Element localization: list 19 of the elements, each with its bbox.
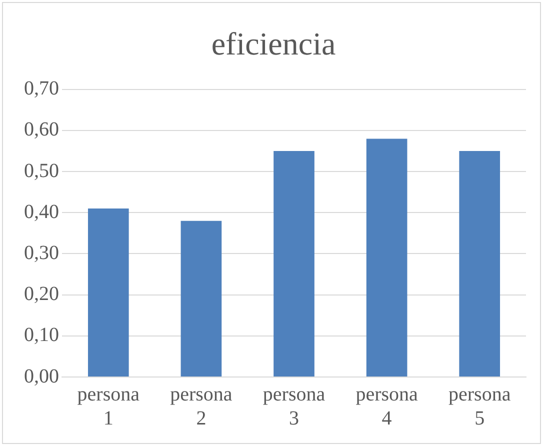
x-tick-label: persona 1 [77,383,140,430]
bar [459,151,500,376]
y-tick-label: 0,40 [24,200,59,223]
y-tick-label: 0,70 [24,78,59,100]
bar [88,208,129,376]
x-tick-label: persona 3 [262,383,326,430]
bar [366,138,408,376]
y-tick-label: 0,10 [24,324,59,346]
y-tick-label: 0,50 [24,160,59,182]
x-tick-label: persona 2 [170,383,232,430]
y-tick-label: 0,30 [24,242,59,264]
y-tick-label: 0,60 [24,118,59,141]
x-tick-label: persona 4 [356,383,418,430]
bar [274,151,314,376]
y-tick-label: 0,20 [24,283,59,306]
bar [180,220,222,376]
y-tick-label: 0,00 [24,365,59,388]
x-tick-label: persona 5 [448,383,511,430]
chart-title: eficiencia [211,26,336,62]
